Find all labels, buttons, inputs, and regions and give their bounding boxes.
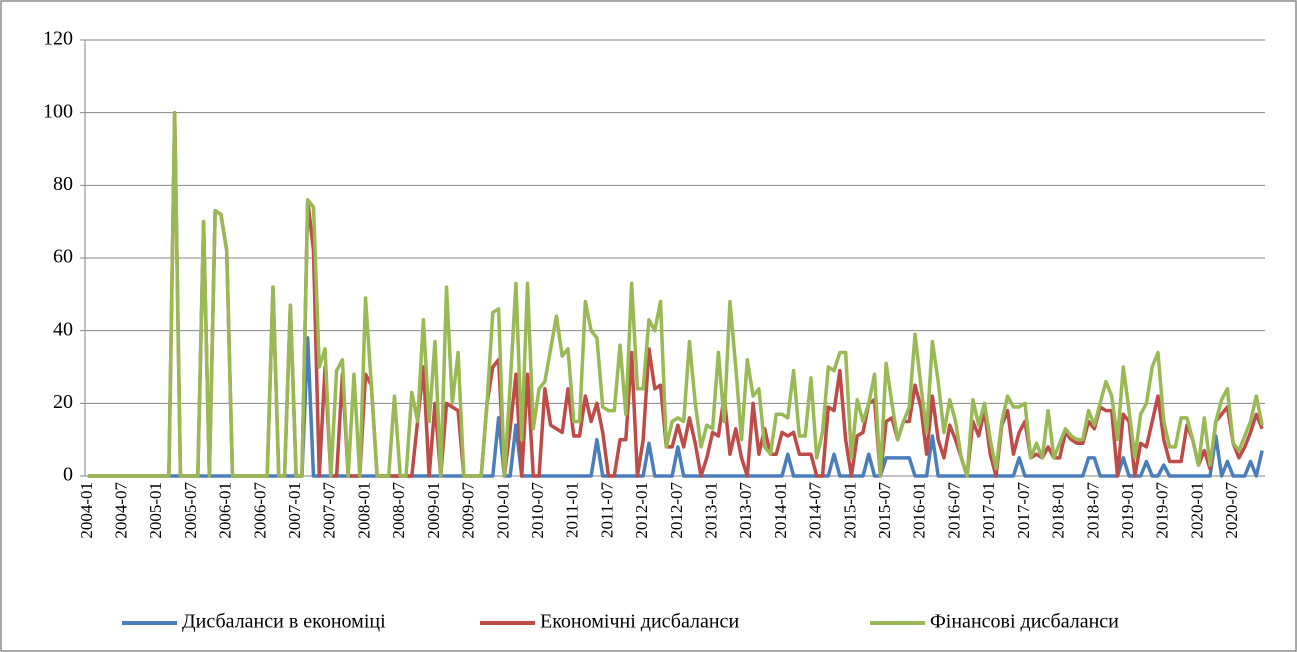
x-tick-label: 2004-07 — [112, 482, 131, 539]
y-tick-label: 40 — [53, 318, 73, 340]
x-tick-label: 2004-01 — [77, 482, 96, 539]
x-tick-label: 2010-07 — [528, 482, 547, 539]
x-tick-label: 2019-07 — [1153, 482, 1172, 539]
x-tick-label: 2020-01 — [1187, 482, 1206, 539]
x-tick-label: 2018-01 — [1049, 482, 1068, 539]
series-line — [87, 110, 1264, 478]
x-tick-label: 2018-07 — [1083, 482, 1102, 539]
y-tick-label: 100 — [43, 100, 73, 122]
legend-label: Дисбаланси в економіці — [182, 611, 386, 633]
x-tick-label: 2016-01 — [910, 482, 929, 539]
x-tick-label: 2005-01 — [146, 482, 165, 539]
legend-label: Фінансові дисбаланси — [930, 611, 1119, 633]
y-tick-label: 60 — [53, 246, 73, 268]
y-tick-label: 0 — [63, 464, 73, 486]
legend-label: Економічні дисбаланси — [540, 611, 739, 633]
x-tick-label: 2009-07 — [459, 482, 478, 539]
x-tick-label: 2007-01 — [285, 482, 304, 539]
x-tick-label: 2016-07 — [944, 482, 963, 539]
x-tick-label: 2017-07 — [1014, 482, 1033, 539]
x-tick-label: 2009-01 — [424, 482, 443, 539]
x-tick-label: 2008-07 — [389, 482, 408, 539]
x-tick-label: 2019-01 — [1118, 482, 1137, 539]
x-tick-label: 2015-07 — [875, 482, 894, 539]
x-tick-label: 2011-01 — [563, 482, 582, 538]
x-tick-label: 2005-07 — [181, 482, 200, 539]
x-tick-label: 2006-01 — [216, 482, 235, 539]
x-tick-label: 2013-01 — [702, 482, 721, 539]
x-tick-label: 2017-01 — [979, 482, 998, 539]
x-tick-label: 2013-07 — [736, 482, 755, 539]
x-tick-label: 2010-01 — [493, 482, 512, 539]
y-tick-label: 120 — [43, 28, 73, 50]
x-tick-label: 2012-01 — [632, 482, 651, 539]
x-tick-label: 2006-07 — [250, 482, 269, 539]
y-tick-label: 20 — [53, 391, 73, 413]
x-tick-label: 2014-07 — [806, 482, 825, 539]
x-tick-label: 2015-01 — [840, 482, 859, 539]
x-tick-label: 2007-07 — [320, 482, 339, 539]
x-tick-label: 2011-07 — [597, 482, 616, 539]
x-tick-label: 2020-07 — [1222, 482, 1241, 539]
x-tick-label: 2014-01 — [771, 482, 790, 539]
x-tick-label: 2008-01 — [354, 482, 373, 539]
x-tick-label: 2012-07 — [667, 482, 686, 539]
y-tick-label: 80 — [53, 173, 73, 195]
